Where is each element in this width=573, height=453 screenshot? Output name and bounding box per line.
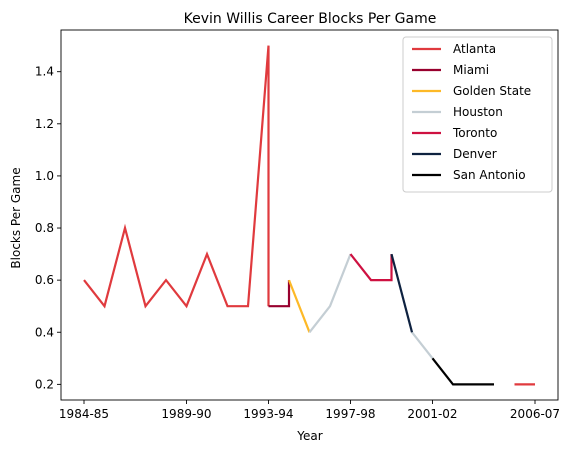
series-line-toronto: [349, 253, 393, 282]
series-line-san-antonio: [431, 357, 494, 386]
legend-label: Golden State: [453, 84, 531, 98]
legend-label: Atlanta: [453, 42, 496, 56]
series-line-denver: [390, 253, 414, 333]
y-tick-label: 1.4: [35, 65, 54, 79]
series-line-houston: [308, 253, 352, 333]
series-line-miami: [268, 280, 291, 308]
y-tick-label: 0.6: [35, 273, 54, 287]
series-line-golden-state: [287, 279, 311, 333]
series-line-houston: [411, 331, 434, 359]
x-tick-label: 2001-02: [407, 407, 457, 421]
y-tick-label: 0.8: [35, 221, 54, 235]
legend-label: Toronto: [452, 126, 497, 140]
x-tick-label: 1993-94: [243, 407, 293, 421]
series-line-atlanta: [83, 45, 270, 309]
x-tick-label: 1984-85: [59, 407, 109, 421]
y-tick-label: 0.4: [35, 325, 54, 339]
y-axis-label: Blocks Per Game: [9, 167, 23, 268]
chart-title: Kevin Willis Career Blocks Per Game: [184, 11, 437, 27]
plot-frame: [60, 29, 559, 401]
y-tick-label: 1.2: [35, 117, 54, 131]
x-axis-label: Year: [296, 429, 322, 443]
x-tick-label: 1989-90: [161, 407, 211, 421]
legend-label: Miami: [453, 63, 489, 77]
legend-label: Denver: [453, 147, 497, 161]
y-tick-label: 0.2: [35, 377, 54, 391]
legend-label: Houston: [453, 105, 503, 119]
x-tick-label: 2006-07: [510, 407, 560, 421]
legend-label: San Antonio: [453, 168, 526, 182]
y-tick-label: 1.0: [35, 169, 54, 183]
x-tick-label: 1997-98: [325, 407, 375, 421]
